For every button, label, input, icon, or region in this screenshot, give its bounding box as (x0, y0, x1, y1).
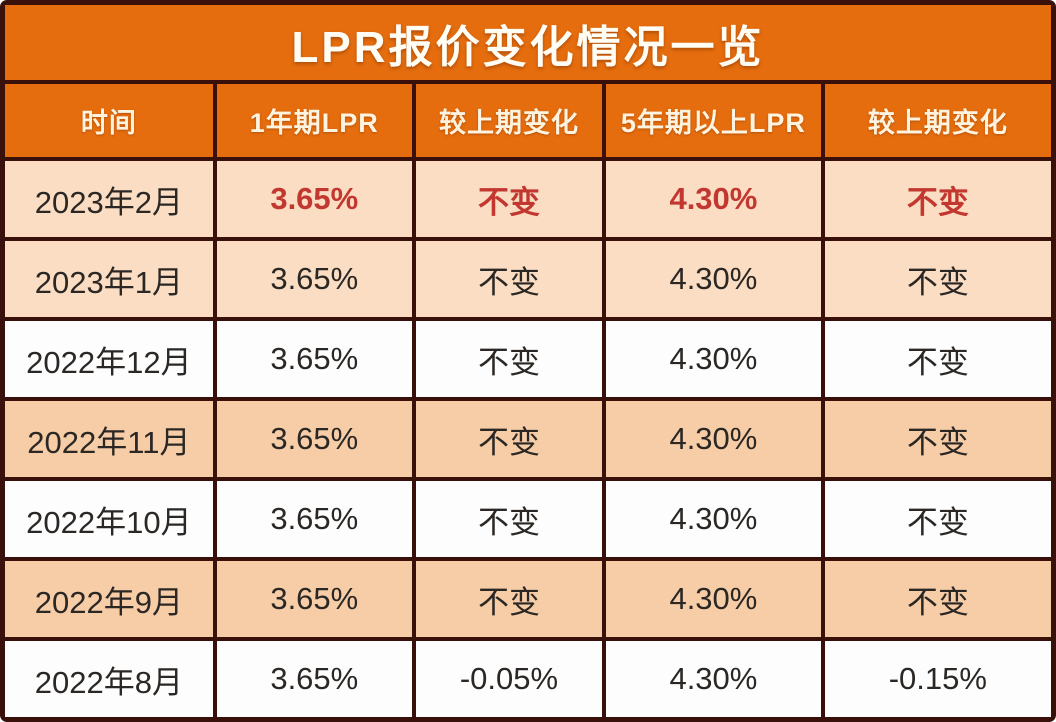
change-1y-cell: 不变 (415, 401, 603, 477)
time-cell: 2023年1月 (5, 241, 213, 317)
time-cell: 2022年10月 (5, 481, 213, 557)
time-cell: 2022年12月 (5, 321, 213, 397)
change-5y-cell: -0.15% (824, 641, 1051, 717)
change-5y-cell: 不变 (824, 401, 1051, 477)
lpr-1y-cell: 3.65% (216, 641, 412, 717)
change-5y-cell: 不变 (824, 241, 1051, 317)
column-header-change-5y: 较上期变化 (824, 84, 1051, 157)
change-5y-cell: 不变 (824, 481, 1051, 557)
lpr-5y-cell: 4.30% (606, 401, 821, 477)
lpr-1y-cell: 3.65% (216, 321, 412, 397)
change-5y-cell: 不变 (824, 161, 1051, 237)
lpr-5y-cell: 4.30% (606, 481, 821, 557)
lpr-1y-cell: 3.65% (216, 401, 412, 477)
lpr-1y-cell: 3.65% (216, 161, 412, 237)
lpr-5y-cell: 4.30% (606, 161, 821, 237)
lpr-5y-cell: 4.30% (606, 561, 821, 637)
lpr-5y-cell: 4.30% (606, 241, 821, 317)
lpr-1y-cell: 3.65% (216, 561, 412, 637)
column-header-lpr-1y: 1年期LPR (216, 84, 412, 157)
change-1y-cell: 不变 (415, 321, 603, 397)
change-5y-cell: 不变 (824, 321, 1051, 397)
time-cell: 2022年9月 (5, 561, 213, 637)
lpr-1y-cell: 3.65% (216, 481, 412, 557)
rate-table-grid: 时间 1年期LPR 较上期变化 5年期以上LPR 较上期变化 2023年2月 3… (5, 84, 1051, 717)
time-cell: 2022年8月 (5, 641, 213, 717)
page-title: LPR报价变化情况一览 (291, 22, 765, 72)
change-1y-cell: 不变 (415, 241, 603, 317)
table-title-banner: LPR报价变化情况一览 (5, 5, 1051, 80)
lpr-5y-cell: 4.30% (606, 321, 821, 397)
column-header-change-1y: 较上期变化 (415, 84, 603, 157)
change-5y-cell: 不变 (824, 561, 1051, 637)
time-cell: 2022年11月 (5, 401, 213, 477)
lpr-5y-cell: 4.30% (606, 641, 821, 717)
change-1y-cell: 不变 (415, 481, 603, 557)
column-header-lpr-5y: 5年期以上LPR (606, 84, 821, 157)
time-cell: 2023年2月 (5, 161, 213, 237)
change-1y-cell: 不变 (415, 561, 603, 637)
lpr-1y-cell: 3.65% (216, 241, 412, 317)
column-header-time: 时间 (5, 84, 213, 157)
change-1y-cell: 不变 (415, 161, 603, 237)
change-1y-cell: -0.05% (415, 641, 603, 717)
